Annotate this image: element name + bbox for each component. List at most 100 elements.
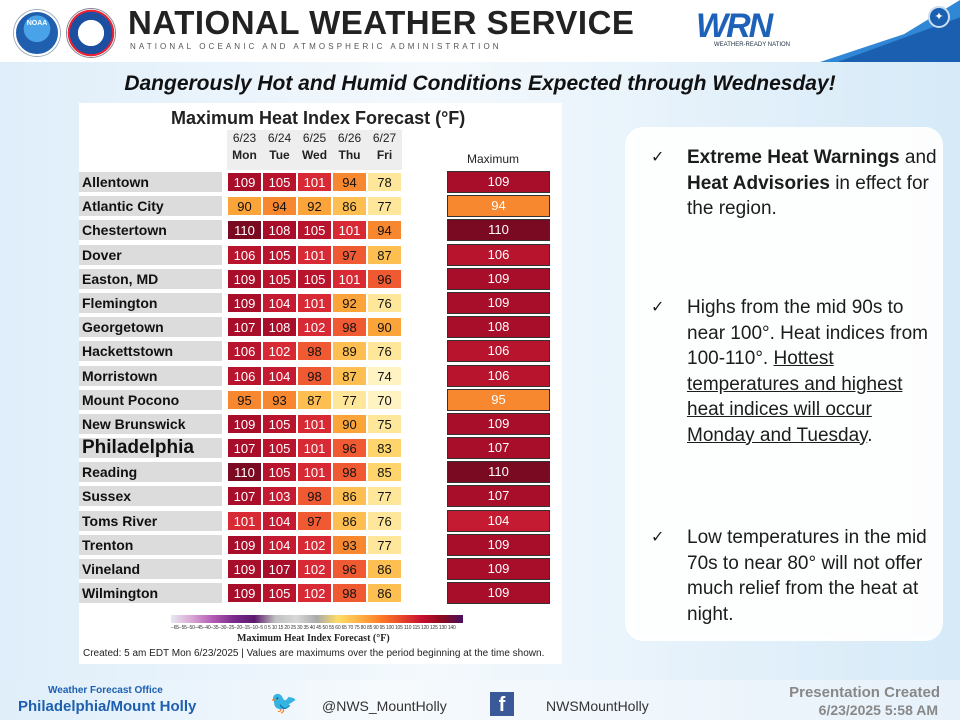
- heat-index-cell: 74: [367, 365, 402, 386]
- city-name: Sussex: [79, 486, 222, 507]
- maximum-cell: 110: [447, 219, 550, 242]
- heat-index-cell: 86: [332, 196, 367, 217]
- colorbar-ticks: −65−55−50−45−40−35−30−25−20−15−10−5 0 5 …: [171, 625, 456, 631]
- check-icon: ✓: [651, 299, 665, 316]
- heat-index-cell: 76: [367, 292, 402, 313]
- heat-index-cell: 77: [332, 389, 367, 410]
- presentation-date: 6/23/2025 5:58 AM: [818, 702, 938, 718]
- heat-index-cell: 102: [297, 534, 332, 555]
- heat-index-cell: 106: [227, 341, 262, 362]
- table-row: Vineland 109 107 102 96 86 109: [79, 557, 562, 581]
- header-bar: NOAA NATIONAL WEATHER SERVICE NATIONAL O…: [0, 0, 960, 62]
- table-rows: Allentown 109 105 101 94 78 109 Atlantic City 90…: [79, 170, 562, 605]
- table-row: Flemington 109 104 101 92 76 109: [79, 291, 562, 315]
- table-row: Morristown 106 104 98 87 74 106: [79, 364, 562, 388]
- heat-index-cell: 83: [367, 438, 402, 459]
- heat-index-cell: 105: [297, 268, 332, 289]
- city-name: Hackettstown: [79, 341, 222, 362]
- heat-index-cell: 77: [367, 196, 402, 217]
- heat-index-cell: 97: [332, 244, 367, 265]
- maximum-cell: 107: [447, 485, 550, 508]
- heat-index-cell: 98: [297, 341, 332, 362]
- heat-index-cell: 92: [297, 196, 332, 217]
- heat-index-cell: 105: [262, 438, 297, 459]
- city-name: Chestertown: [79, 220, 222, 241]
- maximum-cell: 109: [447, 533, 550, 556]
- city-name: Dover: [79, 244, 222, 265]
- doc-seal-icon: ✦: [928, 6, 950, 28]
- heat-index-cell: 102: [297, 317, 332, 338]
- heat-index-cell: 93: [332, 534, 367, 555]
- day-name: Fri: [376, 148, 393, 162]
- maximum-cell: 109: [447, 558, 550, 580]
- maximum-cell: 108: [447, 316, 550, 339]
- day-header-bg: [297, 130, 332, 170]
- city-name: Reading: [79, 462, 222, 483]
- facebook-handle[interactable]: NWSMountHolly: [546, 698, 649, 714]
- heat-index-cell: 90: [367, 317, 402, 338]
- heat-index-cell: 77: [367, 534, 402, 555]
- header-subtitle: NATIONAL OCEANIC AND ATMOSPHERIC ADMINIS…: [130, 42, 502, 51]
- heat-index-cell: 105: [262, 413, 297, 434]
- heat-index-cell: 101: [297, 462, 332, 483]
- facebook-icon[interactable]: f: [490, 692, 514, 716]
- heat-index-cell: 107: [227, 438, 262, 459]
- wrn-logo: WRN WEATHER-READY NATION: [696, 7, 790, 48]
- twitter-handle[interactable]: @NWS_MountHolly: [322, 698, 447, 714]
- footer-bar: [0, 680, 960, 720]
- table-row: Georgetown 107 108 102 98 90 108: [79, 315, 562, 339]
- heat-index-cell: 105: [262, 172, 297, 192]
- table-row: Mount Pocono 95 93 87 77 70 95: [79, 388, 562, 412]
- city-name: Allentown: [79, 172, 222, 192]
- heat-index-cell: 86: [367, 583, 402, 604]
- maximum-cell: 104: [447, 509, 550, 532]
- headline: Dangerously Hot and Humid Conditions Exp…: [124, 72, 836, 95]
- maximum-cell: 109: [447, 582, 550, 605]
- heat-index-cell: 98: [332, 462, 367, 483]
- day-date: 6/25: [302, 131, 327, 145]
- heat-index-cell: 101: [297, 438, 332, 459]
- heat-index-cell: 104: [262, 365, 297, 386]
- heat-index-cell: 86: [367, 559, 402, 579]
- heat-index-cell: 94: [262, 196, 297, 217]
- key-points-panel: ✓ Extreme Heat Warnings and Heat Advisor…: [625, 127, 943, 641]
- heat-index-cell: 98: [332, 317, 367, 338]
- maximum-cell: 106: [447, 364, 550, 387]
- heat-index-cell: 110: [227, 462, 262, 483]
- heat-index-cell: 106: [227, 244, 262, 265]
- heat-index-cell: 97: [297, 510, 332, 531]
- heat-index-cell: 87: [367, 244, 402, 265]
- day-name: Mon: [232, 148, 257, 162]
- heat-index-cell: 102: [262, 341, 297, 362]
- city-name: Easton, MD: [79, 268, 222, 289]
- heat-index-cell: 86: [332, 510, 367, 531]
- city-name: New Brunswick: [79, 413, 222, 434]
- table-row: Allentown 109 105 101 94 78 109: [79, 170, 562, 194]
- heat-index-cell: 109: [227, 268, 262, 289]
- day-header: 6/24 Tue: [262, 130, 297, 164]
- maximum-cell: 106: [447, 340, 550, 363]
- table-row: Hackettstown 106 102 98 89 76 106: [79, 339, 562, 363]
- heat-index-cell: 101: [332, 268, 367, 289]
- heat-index-cell: 76: [367, 510, 402, 531]
- heat-index-cell: 85: [367, 462, 402, 483]
- heat-index-cell: 103: [262, 486, 297, 507]
- day-date: 6/23: [232, 131, 257, 145]
- heat-index-cell: 98: [332, 583, 367, 604]
- heat-index-cell: 109: [227, 172, 262, 192]
- maximum-cell: 109: [447, 291, 550, 314]
- table-row: Atlantic City 90 94 92 86 77 94: [79, 194, 562, 218]
- maximum-cell: 109: [447, 171, 550, 193]
- heat-index-cell: 96: [332, 559, 367, 579]
- heat-index-cell: 109: [227, 559, 262, 579]
- heat-index-cell: 101: [297, 292, 332, 313]
- check-icon: ✓: [651, 529, 665, 546]
- city-name: Trenton: [79, 534, 222, 555]
- heat-index-cell: 105: [262, 268, 297, 289]
- twitter-icon[interactable]: 🐦: [270, 690, 298, 715]
- day-name: Tue: [269, 148, 290, 162]
- heat-index-cell: 107: [227, 486, 262, 507]
- table-row: Dover 106 105 101 97 87 106: [79, 243, 562, 267]
- heat-index-cell: 96: [332, 438, 367, 459]
- heat-index-cell: 75: [367, 413, 402, 434]
